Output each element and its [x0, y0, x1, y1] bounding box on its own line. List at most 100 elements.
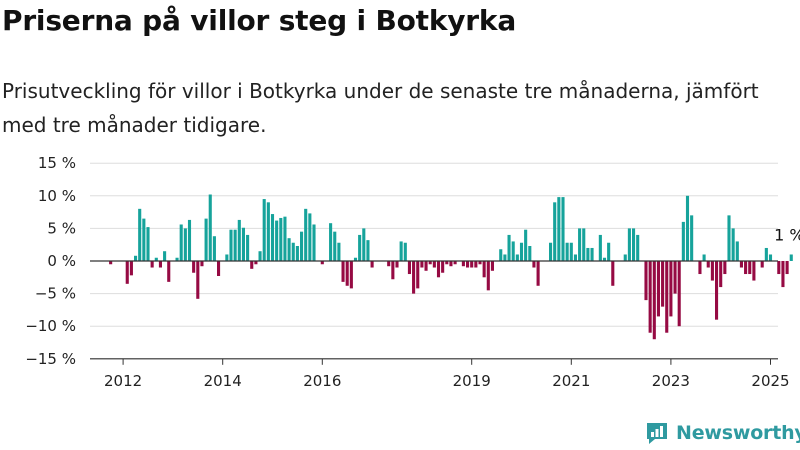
bar: [229, 229, 233, 261]
y-tick-label: 0 %: [47, 252, 76, 270]
y-tick-label: 10 %: [38, 187, 76, 205]
bar: [607, 242, 611, 261]
x-tick-label: 2019: [453, 372, 491, 390]
bar: [370, 261, 374, 268]
bar: [524, 229, 528, 261]
bar: [183, 228, 187, 261]
latest-value-annotation: 1 %: [774, 226, 800, 245]
bar: [690, 215, 694, 261]
bar: [258, 251, 262, 261]
bar: [341, 261, 345, 282]
bar: [656, 261, 660, 317]
bar: [461, 261, 465, 267]
bar: [358, 234, 362, 261]
y-tick-label: −10 %: [25, 317, 76, 335]
bar: [129, 261, 133, 276]
bar: [300, 231, 304, 261]
bar: [748, 261, 752, 275]
bar: [528, 246, 532, 261]
bar: [225, 254, 229, 261]
bar: [727, 215, 731, 261]
bar: [387, 261, 391, 267]
bar: [254, 261, 258, 265]
bar: [295, 246, 299, 261]
bar: [652, 261, 656, 340]
bar: [785, 261, 789, 275]
bar: [739, 261, 743, 268]
bar: [266, 202, 270, 261]
bar: [503, 254, 507, 261]
bar: [553, 202, 557, 261]
x-axis-tick-labels: 2012 2014 2016 2019 2021 2023 2025: [104, 358, 790, 390]
bar: [735, 241, 739, 261]
bar: [719, 261, 723, 288]
bar: [602, 257, 607, 261]
bar: [665, 261, 669, 333]
bar: [208, 194, 212, 261]
bar: [752, 261, 756, 281]
newsworthy-logo-icon: [647, 423, 667, 444]
bar: [291, 242, 295, 261]
bar: [345, 261, 349, 286]
bar: [138, 208, 142, 261]
bar: [287, 238, 291, 261]
bar: [308, 213, 312, 261]
bar: [158, 261, 162, 268]
bar: [154, 257, 158, 261]
bar: [233, 229, 237, 261]
brand-logo[interactable]: Newsworthy: [644, 420, 800, 446]
bar: [760, 261, 764, 268]
chart-subtitle: Prisutveckling för villor i Botkyrka und…: [2, 79, 759, 137]
bar: [362, 228, 366, 261]
bar: [768, 254, 773, 261]
bar: [142, 218, 146, 261]
bar: [391, 261, 395, 280]
bar: [777, 261, 781, 275]
bar: [270, 214, 275, 261]
bar: [279, 217, 283, 261]
bar: [627, 228, 631, 261]
bar: [407, 261, 411, 275]
bar: [490, 261, 494, 271]
bar: [586, 247, 590, 261]
x-axis: [90, 260, 778, 360]
bar: [399, 241, 403, 261]
x-tick-label: 2021: [552, 372, 590, 390]
bar: [441, 261, 445, 273]
bar: [561, 197, 565, 261]
bar: [217, 261, 221, 276]
bar: [515, 254, 519, 261]
bar: [312, 224, 316, 261]
bar: [204, 218, 208, 261]
x-tick-label: 2012: [104, 372, 142, 390]
bar: [192, 261, 196, 273]
bar: [424, 261, 428, 271]
bar: [723, 261, 727, 275]
bar: [669, 261, 673, 317]
bar: [499, 249, 503, 261]
bar: [532, 261, 536, 268]
y-tick-label: −5 %: [35, 285, 76, 303]
bar-chart: 15 %10 %5 %0 %−5 %−10 %−15 % 2012 2014 201…: [25, 154, 800, 390]
bar: [366, 240, 370, 261]
bar: [706, 261, 710, 268]
bar: [623, 254, 627, 261]
bar: [698, 261, 702, 275]
bar: [478, 261, 482, 265]
bar: [636, 234, 640, 261]
bar: [125, 261, 129, 284]
x-tick-label: 2023: [652, 372, 690, 390]
bar: [246, 234, 250, 261]
bar: [582, 228, 586, 261]
bar: [549, 242, 553, 261]
bar: [353, 257, 358, 261]
x-tick-label: 2025: [751, 372, 789, 390]
bar: [673, 261, 677, 294]
bar: [109, 261, 113, 265]
bar: [250, 261, 254, 269]
bar: [212, 236, 216, 261]
bar: [578, 228, 582, 261]
bar: [134, 255, 138, 261]
bar: [681, 221, 685, 261]
bar: [163, 251, 167, 261]
